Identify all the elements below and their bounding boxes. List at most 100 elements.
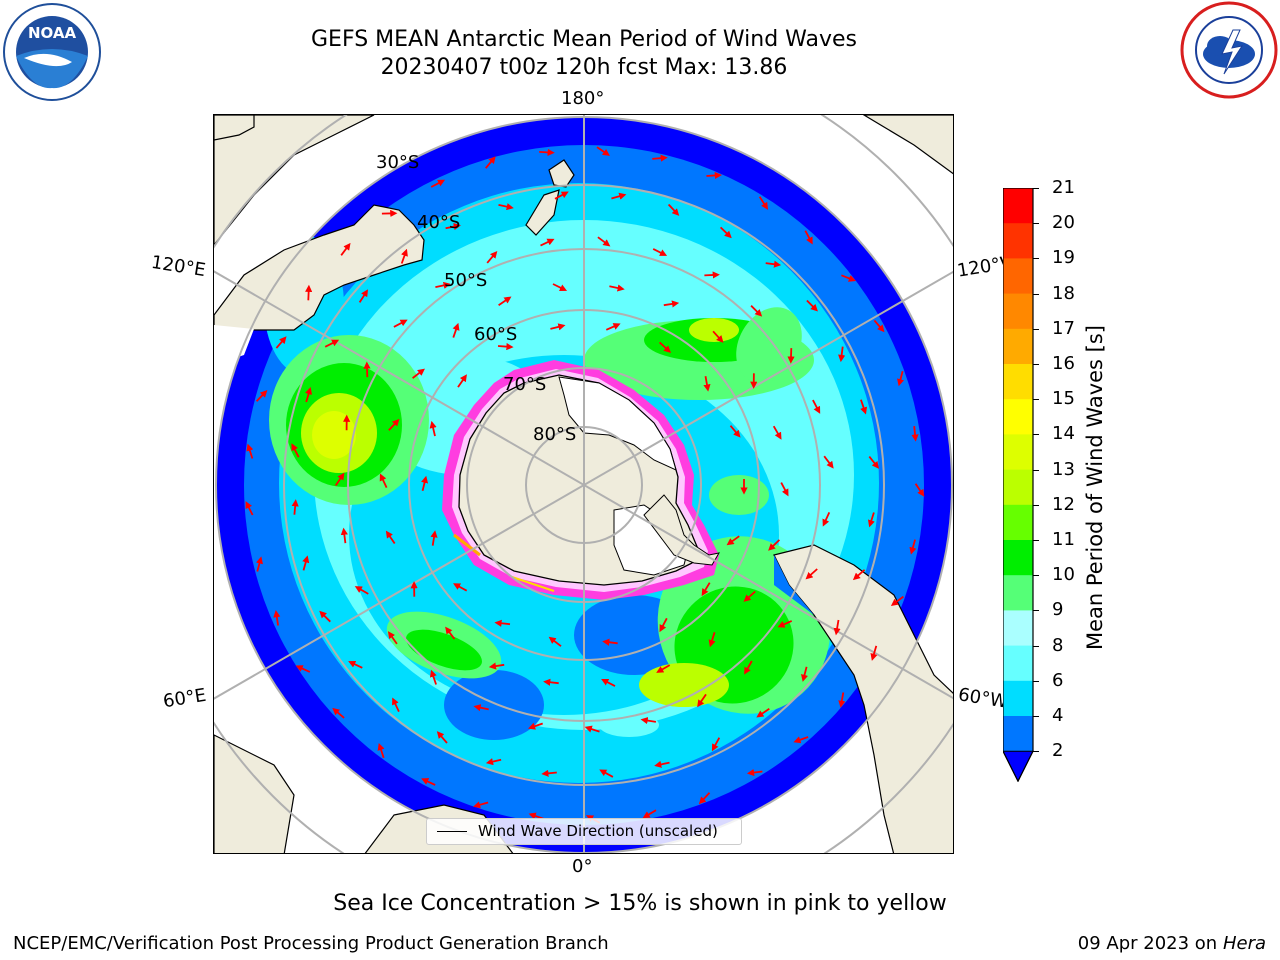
wind-wave-arrow <box>640 717 657 725</box>
wind-wave-arrow <box>430 179 446 188</box>
wind-wave-arrow <box>453 583 468 592</box>
wind-wave-arrow <box>246 443 254 459</box>
wind-wave-arrow <box>706 171 722 180</box>
footer-date: 09 Apr 2023 on Hera <box>1078 933 1266 954</box>
wind-wave-arrow <box>659 617 668 633</box>
chart-subtitle: 20230407 t00z 120h fcst Max: 13.86 <box>380 55 788 80</box>
wind-wave-arrow <box>291 443 300 458</box>
wind-wave-arrow <box>822 512 831 527</box>
lon-label-0: 0° <box>572 856 593 877</box>
colorbar-tick-label: 20 <box>1052 212 1075 234</box>
wind-wave-arrow <box>486 250 498 264</box>
caption: Sea Ice Concentration > 15% is shown in … <box>333 891 947 916</box>
colorbar <box>1003 188 1034 782</box>
colorbar-swatch <box>1003 399 1033 435</box>
colorbar-tick-mark <box>1033 610 1039 612</box>
wind-wave-arrow <box>548 636 562 647</box>
colorbar-tick-mark <box>1033 223 1039 225</box>
wind-wave-arrow <box>377 742 385 759</box>
colorbar-tick-label: 14 <box>1052 423 1075 445</box>
wind-wave-arrow <box>392 697 400 712</box>
colorbar-tick-label: 19 <box>1052 247 1075 269</box>
wind-wave-arrow <box>498 296 512 307</box>
colorbar-swatch <box>1003 645 1033 682</box>
wind-wave-arrow <box>429 420 437 437</box>
wind-wave-arrow <box>838 346 846 363</box>
colorbar-swatch <box>1003 575 1033 611</box>
wind-wave-arrow <box>868 456 880 469</box>
wind-wave-arrow <box>756 708 770 718</box>
wind-wave-arrow <box>602 638 618 646</box>
wind-wave-arrow <box>656 664 671 673</box>
colorbar-tick-mark <box>1033 188 1039 189</box>
wind-wave-arrow <box>473 801 489 809</box>
wind-wave-arrow <box>758 196 769 210</box>
colorbar-tick-label: 11 <box>1052 529 1075 550</box>
wind-wave-arrow <box>897 370 904 387</box>
lat-label-70s: 70°S <box>503 374 547 395</box>
wind-wave-arrow <box>584 725 600 733</box>
wind-wave-arrow <box>302 555 310 571</box>
wind-wave-arrow <box>780 482 789 497</box>
wind-wave-arrow <box>746 768 763 777</box>
lat-label-40s: 40°S <box>417 212 461 233</box>
wind-wave-arrow <box>379 473 388 488</box>
wind-wave-arrow <box>841 274 856 282</box>
wind-wave-arrow <box>340 527 348 544</box>
colorbar-tick-label: 16 <box>1052 353 1075 374</box>
wind-wave-arrow <box>890 595 904 606</box>
wind-wave-arrow <box>601 678 616 687</box>
wind-wave-arrow <box>597 236 611 247</box>
colorbar-tick-label: 17 <box>1052 317 1075 339</box>
wind-wave-arrow <box>838 692 846 708</box>
wind-wave-arrow <box>909 539 917 555</box>
wind-wave-arrow <box>305 387 313 403</box>
antarctica <box>442 360 720 600</box>
wind-wave-arrow <box>385 530 396 545</box>
wind-wave-arrow <box>823 455 834 469</box>
wind-wave-arrow <box>652 154 668 162</box>
colorbar-outline <box>1003 188 1034 782</box>
colorbar-tick-label: 15 <box>1052 388 1075 410</box>
wind-wave-arrow <box>698 792 711 805</box>
colorbar-tick-mark <box>1033 540 1039 541</box>
wind-wave-arrow <box>806 299 818 312</box>
wind-wave-arrow <box>873 319 885 333</box>
wind-wave-arrow <box>642 809 657 819</box>
wind-wave-arrow <box>435 281 451 289</box>
wind-wave-arrow <box>609 284 625 292</box>
wind-wave-arrow <box>805 568 818 580</box>
wind-wave-arrow <box>348 660 363 669</box>
wind-wave-arrow <box>765 260 782 268</box>
wind-wave-arrows <box>245 146 925 824</box>
wind-wave-arrow <box>527 722 543 730</box>
wind-wave-arrow <box>255 389 268 402</box>
wind-wave-arrow <box>319 610 331 623</box>
wind-wave-arrow <box>498 203 514 211</box>
colorbar-tick-label: 2 <box>1052 740 1064 762</box>
wind-wave-arrow <box>711 737 721 752</box>
wind-wave-arrow <box>599 769 614 778</box>
polar-map <box>214 115 953 853</box>
wind-wave-arrow <box>497 343 514 351</box>
lat-label-80s: 80°S <box>533 424 577 445</box>
lon-label-60e: 60°E <box>161 684 208 713</box>
wind-wave-arrow <box>611 192 627 200</box>
wind-wave-arrow <box>833 619 841 636</box>
new-zealand <box>525 159 575 236</box>
colorbar-swatch <box>1003 328 1033 365</box>
footer-credit: NCEP/EMC/Verification Post Processing Pr… <box>13 933 609 954</box>
wind-wave-arrow <box>457 374 467 388</box>
wind-wave-arrow <box>245 501 254 516</box>
noaa-logo-text: NOAA <box>28 24 77 42</box>
wind-wave-arrow <box>704 271 720 279</box>
colorbar-swatch <box>1003 469 1033 506</box>
wind-wave-arrow <box>911 426 919 442</box>
wind-wave-arrow <box>436 731 448 744</box>
wind-wave-arrow <box>726 535 740 546</box>
colorbar-swatch <box>1003 188 1033 224</box>
wind-wave-arrow <box>429 669 437 685</box>
nws-logo-icon <box>1180 1 1278 99</box>
wind-wave-arrow <box>667 203 680 216</box>
wind-wave-arrow <box>654 760 670 768</box>
